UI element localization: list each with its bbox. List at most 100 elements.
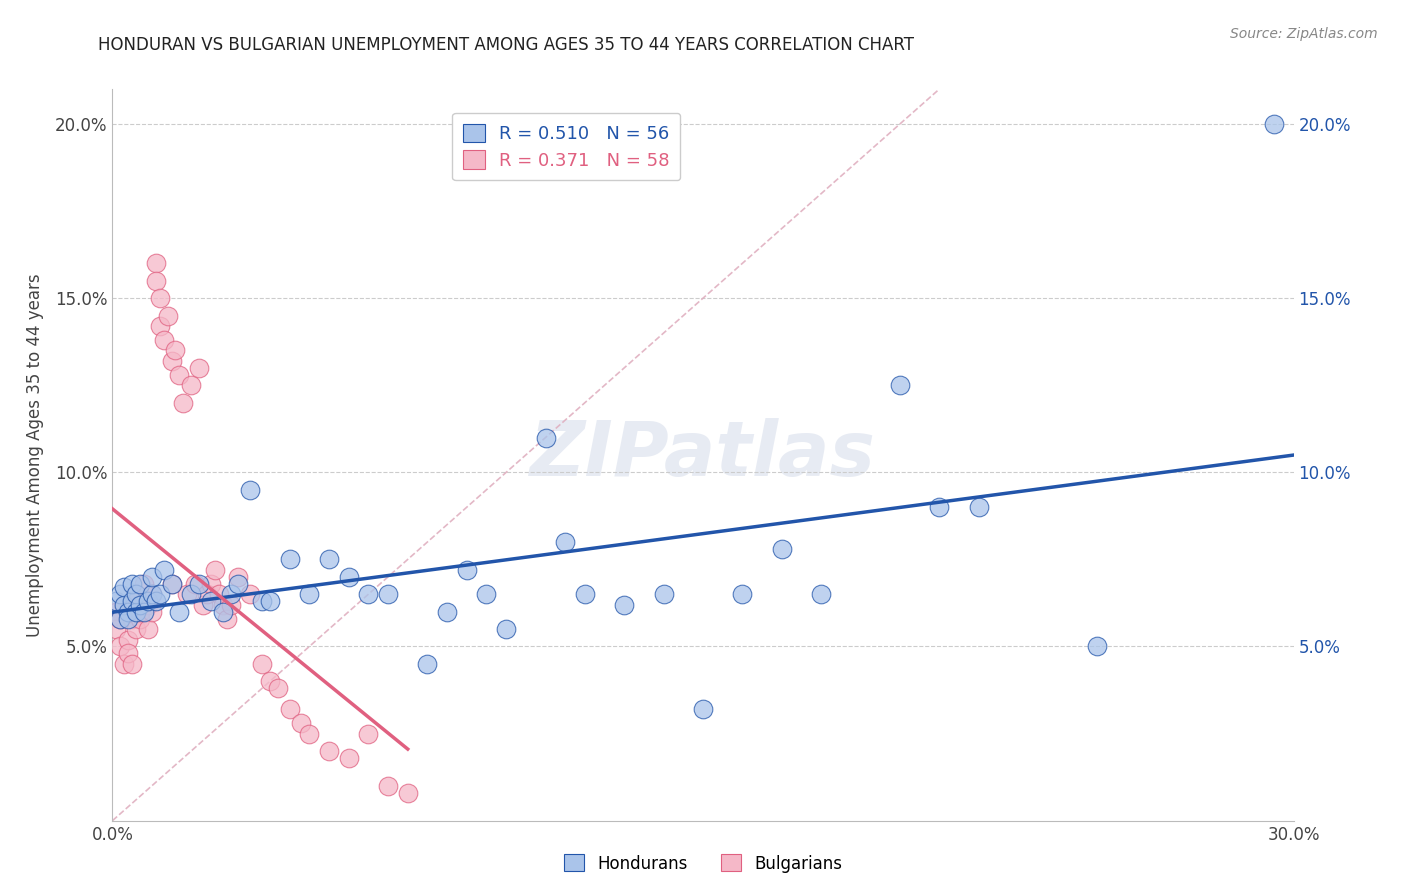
Point	[204, 563, 226, 577]
Point	[200, 576, 222, 591]
Point	[112, 598, 135, 612]
Point	[1085, 640, 1108, 654]
Point	[110, 612, 132, 626]
Point	[267, 681, 290, 696]
Point	[141, 570, 163, 584]
Point	[129, 612, 152, 626]
Point	[141, 587, 163, 601]
Point	[156, 309, 179, 323]
Point	[377, 587, 399, 601]
Point	[117, 647, 139, 661]
Point	[259, 674, 281, 689]
Point	[105, 594, 128, 608]
Point	[337, 751, 360, 765]
Point	[574, 587, 596, 601]
Point	[152, 333, 174, 347]
Point	[125, 622, 148, 636]
Point	[149, 291, 172, 305]
Point	[357, 587, 380, 601]
Point	[176, 587, 198, 601]
Point	[121, 576, 143, 591]
Point	[141, 587, 163, 601]
Point	[928, 500, 950, 515]
Point	[259, 594, 281, 608]
Point	[495, 622, 517, 636]
Point	[278, 552, 301, 566]
Point	[169, 368, 191, 382]
Point	[145, 256, 167, 270]
Point	[239, 587, 262, 601]
Point	[132, 605, 155, 619]
Y-axis label: Unemployment Among Ages 35 to 44 years: Unemployment Among Ages 35 to 44 years	[25, 273, 44, 637]
Point	[318, 552, 340, 566]
Point	[152, 563, 174, 577]
Point	[396, 786, 419, 800]
Point	[121, 657, 143, 671]
Point	[290, 716, 312, 731]
Point	[129, 598, 152, 612]
Point	[125, 605, 148, 619]
Point	[149, 587, 172, 601]
Point	[160, 576, 183, 591]
Point	[110, 640, 132, 654]
Point	[112, 580, 135, 594]
Point	[188, 360, 211, 375]
Point	[250, 594, 273, 608]
Point	[129, 605, 152, 619]
Point	[337, 570, 360, 584]
Point	[215, 612, 238, 626]
Point	[195, 587, 218, 601]
Point	[121, 598, 143, 612]
Point	[278, 702, 301, 716]
Point	[188, 576, 211, 591]
Point	[889, 378, 911, 392]
Legend: R = 0.510   N = 56, R = 0.371   N = 58: R = 0.510 N = 56, R = 0.371 N = 58	[453, 113, 681, 180]
Point	[112, 657, 135, 671]
Point	[250, 657, 273, 671]
Point	[145, 274, 167, 288]
Point	[219, 587, 242, 601]
Point	[149, 319, 172, 334]
Point	[117, 605, 139, 619]
Point	[136, 594, 159, 608]
Point	[318, 744, 340, 758]
Text: ZIPatlas: ZIPatlas	[530, 418, 876, 491]
Point	[692, 702, 714, 716]
Point	[475, 587, 498, 601]
Point	[211, 598, 233, 612]
Point	[132, 594, 155, 608]
Point	[125, 587, 148, 601]
Point	[141, 605, 163, 619]
Point	[554, 535, 576, 549]
Point	[200, 594, 222, 608]
Point	[219, 598, 242, 612]
Point	[132, 576, 155, 591]
Point	[770, 541, 793, 556]
Point	[967, 500, 990, 515]
Point	[145, 594, 167, 608]
Point	[534, 430, 557, 444]
Point	[613, 598, 636, 612]
Point	[377, 779, 399, 793]
Point	[169, 605, 191, 619]
Point	[180, 378, 202, 392]
Point	[105, 605, 128, 619]
Point	[129, 576, 152, 591]
Point	[117, 612, 139, 626]
Point	[125, 587, 148, 601]
Point	[160, 354, 183, 368]
Point	[357, 726, 380, 740]
Point	[810, 587, 832, 601]
Point	[136, 598, 159, 612]
Point	[180, 587, 202, 601]
Point	[191, 598, 214, 612]
Text: Source: ZipAtlas.com: Source: ZipAtlas.com	[1230, 27, 1378, 41]
Point	[110, 612, 132, 626]
Point	[117, 632, 139, 647]
Point	[211, 605, 233, 619]
Point	[184, 576, 207, 591]
Point	[228, 570, 250, 584]
Point	[208, 587, 231, 601]
Point	[105, 622, 128, 636]
Point	[160, 576, 183, 591]
